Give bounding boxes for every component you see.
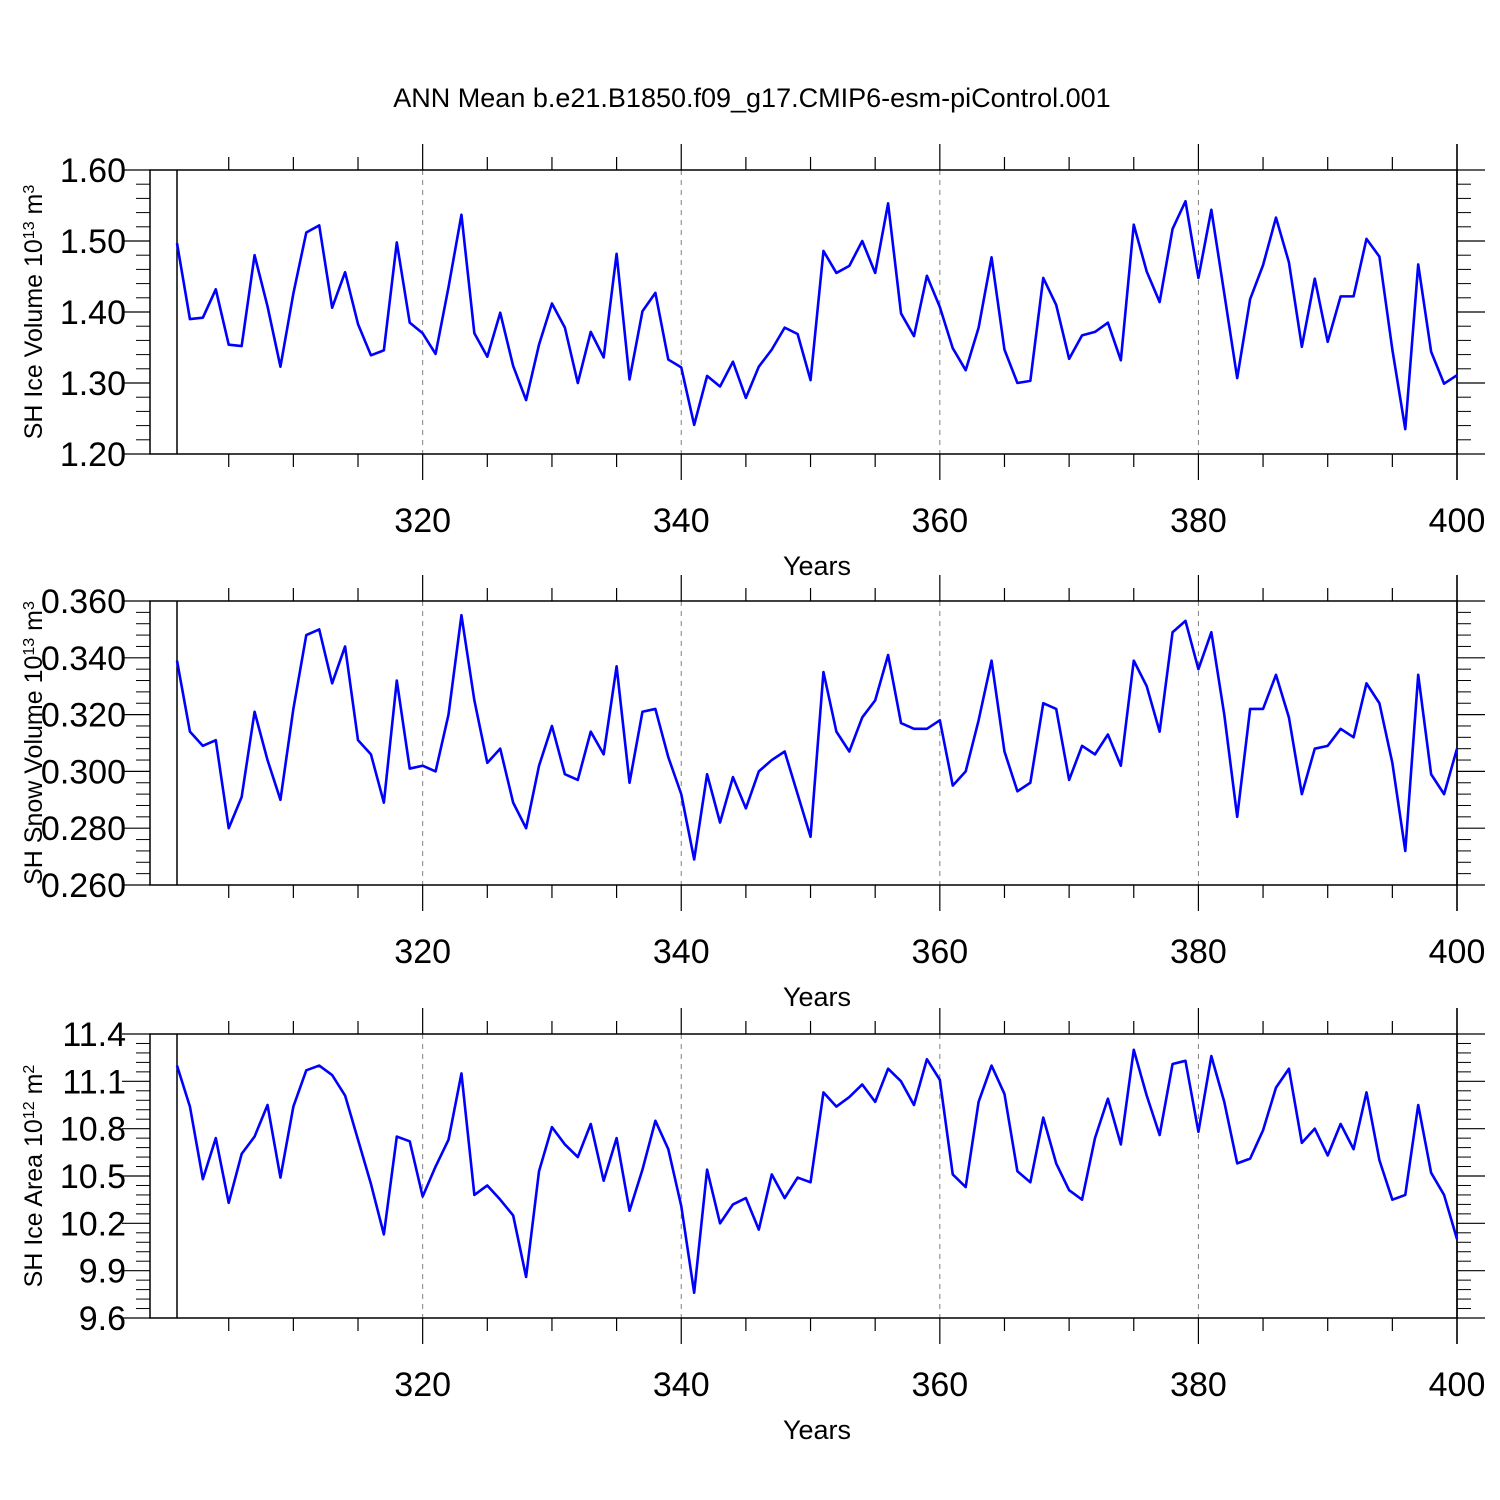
x-tick-label: 380 — [1170, 502, 1227, 540]
y-label-superscript: 13 — [21, 221, 38, 239]
y-label-superscript: 3 — [21, 185, 38, 194]
y-tick-label: 1.20 — [60, 436, 126, 474]
plot-frame — [149, 169, 1458, 455]
x-tick-label: 400 — [1429, 933, 1486, 971]
chart-panels: 1.20 1.30 1.40 1.50 1.60 320 340 360 380 400 Years… — [20, 144, 1485, 1445]
plot-frame — [149, 600, 1458, 886]
y-tick-label: 0.360 — [41, 583, 126, 621]
y-label-text: SH Ice Area 10 — [20, 1119, 48, 1287]
x-tick-label: 360 — [911, 502, 968, 540]
x-tick-label: 400 — [1429, 1366, 1486, 1404]
x-tick-label: 400 — [1429, 502, 1486, 540]
x-tick-label: 320 — [394, 502, 451, 540]
x-tick-label: 380 — [1170, 933, 1227, 971]
y-tick-label: 1.50 — [60, 223, 126, 261]
y-tick-label: 9.9 — [79, 1253, 126, 1291]
y-tick-label: 0.340 — [41, 640, 126, 678]
series-line — [175, 613, 1459, 861]
panel-2: 0.260 0.280 0.300 0.320 0.340 0.360 320 340 360 3… — [20, 575, 1485, 1012]
series-line — [175, 1048, 1459, 1295]
panel-3: 9.6 9.9 10.2 10.5 10.8 11.1 11.4 320 340 360 380 40… — [20, 1008, 1485, 1445]
y-tick-label: 0.320 — [41, 697, 126, 735]
y-label-superscript: 3 — [21, 601, 38, 610]
x-axis-label: Years — [783, 982, 851, 1012]
x-axis-label: Years — [783, 551, 851, 581]
y-tick-label: 1.60 — [60, 152, 126, 190]
y-tick-label: 0.280 — [41, 810, 126, 848]
y-tick-label: 1.40 — [60, 294, 126, 332]
y-tick-label: 9.6 — [79, 1300, 126, 1338]
y-label-superscript: 2 — [21, 1065, 38, 1074]
y-label-superscript: 13 — [21, 638, 38, 656]
plot-frame — [149, 1033, 1458, 1319]
y-axis-label: SH Snow Volume 1013 m3 — [20, 601, 48, 885]
x-tick-label: 340 — [653, 1366, 710, 1404]
panel-1: 1.20 1.30 1.40 1.50 1.60 320 340 360 380 400 Years… — [20, 144, 1485, 581]
y-label-text: m — [20, 1074, 48, 1102]
x-tick-label: 340 — [653, 933, 710, 971]
y-tick-label: 1.30 — [60, 365, 126, 403]
y-label-text: SH Ice Volume 10 — [20, 239, 48, 439]
y-tick-label: 10.5 — [60, 1158, 126, 1196]
x-axis-label: Years — [783, 1415, 851, 1445]
y-tick-label: 11.4 — [62, 1016, 126, 1054]
chart-title: ANN Mean b.e21.B1850.f09_g17.CMIP6-esm-p… — [393, 83, 1110, 113]
y-label-text: m — [20, 610, 48, 638]
y-label-superscript: 12 — [21, 1101, 38, 1119]
y-tick-label: 0.300 — [41, 753, 126, 791]
y-axis-label: SH Ice Volume 1013 m3 — [20, 185, 48, 440]
y-tick-label: 11.1 — [62, 1063, 126, 1101]
x-tick-label: 360 — [911, 1366, 968, 1404]
y-tick-label: 0.260 — [41, 867, 126, 905]
series-line — [175, 199, 1458, 431]
y-label-text: SH Snow Volume 10 — [20, 656, 48, 885]
y-tick-label: 10.2 — [60, 1205, 126, 1243]
x-tick-label: 320 — [394, 933, 451, 971]
x-tick-label: 360 — [911, 933, 968, 971]
x-tick-label: 320 — [394, 1366, 451, 1404]
x-tick-label: 340 — [653, 502, 710, 540]
y-axis-label: SH Ice Area 1012 m2 — [20, 1065, 48, 1288]
y-label-text: m — [20, 194, 48, 222]
x-tick-label: 380 — [1170, 1366, 1227, 1404]
y-tick-label: 10.8 — [60, 1111, 126, 1149]
